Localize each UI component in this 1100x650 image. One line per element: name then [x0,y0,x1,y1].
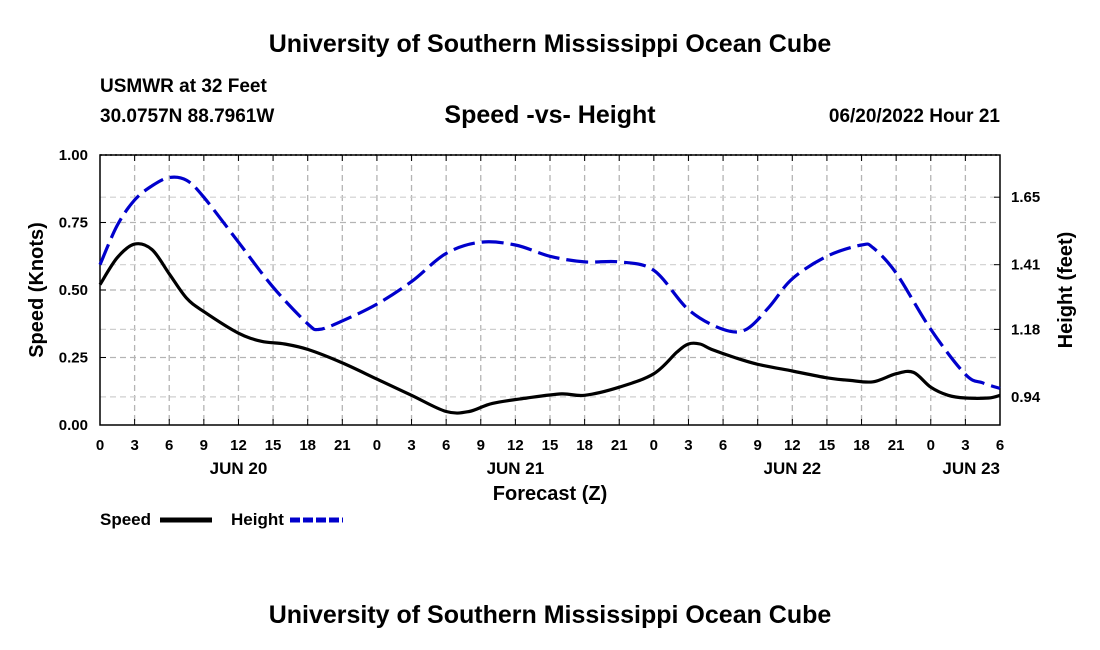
x-tick-label: 0 [373,437,381,454]
x-tick-label: 21 [334,437,351,454]
legend-label-height: Height [231,510,284,529]
series-line-height [98,175,1001,390]
x-tick-label: 15 [265,437,282,454]
legend: Speed [100,510,151,530]
x-tick-label: 6 [442,437,450,454]
y2-tick-label: 0.94 [1011,389,1041,406]
x-tick-label: 6 [719,437,727,454]
x-tick-label: 6 [165,437,173,454]
x-tick-label: 0 [927,437,935,454]
y-axis-title: Speed (Knots) [26,222,48,358]
y-tick-label: 1.00 [59,147,88,164]
x-tick-label: 0 [96,437,104,454]
x-tick-label: 18 [853,437,870,454]
date-label: JUN 22 [763,459,821,478]
y-tick-label: 0.25 [59,350,88,367]
station-label: USMWR at 32 Feet [100,76,267,97]
coordinates-label: 30.0757N 88.7961W [100,106,275,127]
x-tick-label: 0 [650,437,658,454]
date-label: JUN 20 [210,459,268,478]
x-tick-label: 12 [784,437,801,454]
chart-title: Speed -vs- Height [444,101,656,129]
x-axis-title: Forecast (Z) [493,483,607,505]
x-tick-label: 21 [888,437,905,454]
date-label: JUN 21 [487,459,545,478]
x-tick-label: 3 [684,437,692,454]
x-tick-label: 18 [299,437,316,454]
x-tick-label: 18 [576,437,593,454]
date-label: JUN 23 [942,459,1000,478]
legend-label-speed: Speed [100,510,152,529]
x-tick-label: 6 [996,437,1004,454]
speed-height-chart: 0 3 6 9 12 15 18 21 0 3 6 9 12 15 18 21 0 3 6 9 12 15 18 21 0 3 6 0… [26,147,1077,505]
x-tick-label: 3 [130,437,138,454]
x-tick-label: 15 [542,437,559,454]
timestamp-label: 06/20/2022 Hour 21 [828,106,1000,127]
x-tick-label: 12 [507,437,524,454]
x-tick-label: 9 [477,437,485,454]
y2-axis-title: Height (feet) [1055,232,1077,349]
x-tick-label: 21 [611,437,628,454]
x-tick-label: 3 [407,437,415,454]
y2-tick-label: 1.18 [1011,321,1040,338]
x-tick-label: 15 [819,437,836,454]
x-tick-label: 9 [200,437,208,454]
y-tick-label: 0.50 [59,282,88,299]
footer-title: University of Southern Mississippi Ocean… [268,601,832,629]
x-tick-label: 12 [230,437,247,454]
y2-tick-label: 1.65 [1011,189,1040,206]
x-tick-label: 9 [754,437,762,454]
series-line-speed [98,242,1001,415]
x-tick-label: 3 [961,437,969,454]
main-title: University of Southern Mississippi Ocean… [268,30,832,58]
legend-height: Height [231,510,284,530]
y2-tick-label: 1.41 [1011,257,1040,274]
y-tick-label: 0.75 [59,215,88,232]
y-tick-label: 0.00 [59,417,88,434]
